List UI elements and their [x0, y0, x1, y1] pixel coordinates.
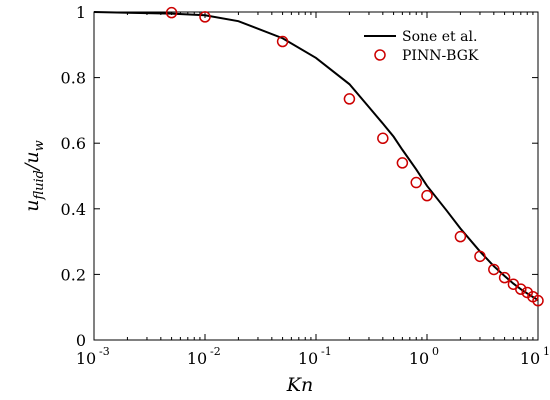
y-tick-label: 0.6: [61, 134, 86, 153]
pinn-marker: [343, 93, 356, 105]
y-tick-label: 0.2: [61, 265, 86, 284]
pinn-marker: [474, 250, 486, 263]
pinn-marker: [488, 263, 500, 276]
series-sone-line: [93, 11, 539, 301]
y-axis-title: ufluid/uw: [21, 140, 47, 212]
x-tick-label: 10: [76, 349, 96, 368]
x-axis-title: Kn: [286, 374, 313, 396]
pinn-marker: [276, 35, 289, 48]
axis-ticks: 10 -3 10 -2 10 -1 10 0 10 100.20.40.60.81: [61, 3, 550, 368]
x-tick-label: 10: [520, 349, 540, 368]
x-tick-exponent: 1: [543, 345, 550, 358]
y-tick-label: 0.4: [61, 200, 86, 219]
pinn-marker: [454, 230, 467, 243]
y-title-u2: u: [21, 151, 43, 163]
y-tick-label: 0: [76, 331, 86, 350]
y-title-slash: /: [21, 162, 43, 172]
x-tick-exponent: -1: [321, 345, 332, 358]
legend-marker-swatch: [374, 49, 386, 61]
pinn-marker: [396, 157, 409, 169]
legend: Sone et al. PINN-BGK: [364, 29, 479, 64]
x-tick-exponent: 0: [432, 345, 439, 358]
pinn-marker: [165, 6, 178, 19]
x-tick-exponent: -3: [99, 345, 110, 358]
x-tick-label: 10: [409, 349, 429, 368]
pinn-marker: [377, 132, 389, 145]
pinn-marker: [421, 189, 433, 202]
sone-curve: [93, 11, 539, 301]
x-tick-label: 10: [187, 349, 207, 368]
svg-text:ufluid/uw: ufluid/uw: [21, 140, 47, 212]
pinn-marker: [498, 271, 511, 284]
series-pinn-markers: [165, 6, 544, 307]
y-tick-label: 0.8: [61, 69, 86, 88]
y-title-sub-w: w: [32, 140, 47, 151]
pinn-marker: [532, 294, 544, 307]
pinn-marker: [410, 176, 422, 189]
x-tick-label: 10: [298, 349, 318, 368]
y-title-u: u: [21, 200, 43, 212]
pinn-marker: [199, 11, 211, 23]
y-title-sub-fluid: fluid: [32, 170, 47, 201]
legend-label-pinn: PINN-BGK: [402, 48, 479, 64]
y-tick-label: 1: [76, 3, 86, 22]
legend-label-sone: Sone et al.: [402, 29, 477, 45]
pinn-marker: [515, 283, 527, 295]
x-tick-exponent: -2: [210, 345, 221, 358]
